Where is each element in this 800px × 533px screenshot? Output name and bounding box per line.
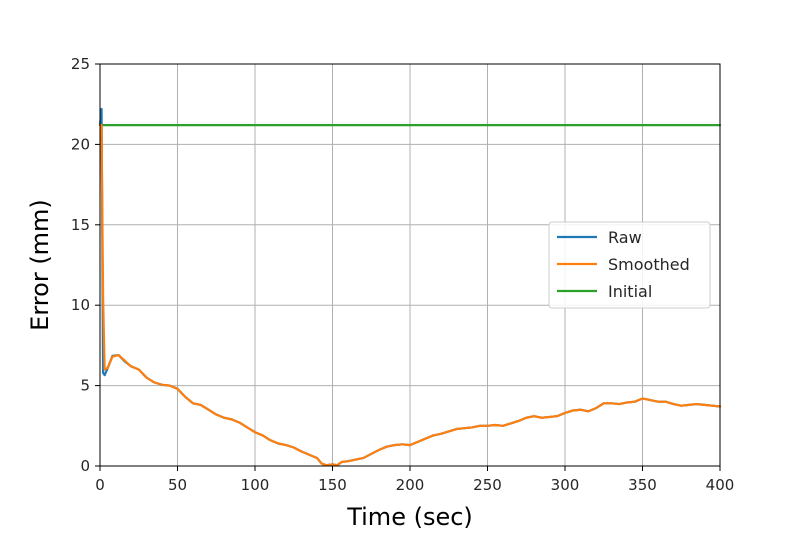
series-line-smoothed: [98, 123, 722, 467]
x-tick-label: 50: [168, 476, 187, 494]
y-tick-label: 20: [71, 135, 90, 153]
x-axis-ticks: 0 50 100 150 200 250 300 350 400: [95, 466, 734, 494]
x-axis-title: Time (sec): [346, 503, 473, 531]
legend-label-raw: Raw: [608, 228, 642, 247]
x-tick-label: 150: [318, 476, 347, 494]
y-axis-ticks: 0 5 10 15 20 25: [71, 55, 100, 475]
x-tick-label: 400: [706, 476, 735, 494]
legend-box: [548, 221, 711, 309]
x-tick-label: 300: [551, 476, 580, 494]
series-lines: [98, 107, 722, 467]
x-tick-label: 200: [396, 476, 425, 494]
x-tick-label: 250: [473, 476, 502, 494]
x-tick-label: 350: [628, 476, 657, 494]
y-tick-label: 15: [71, 216, 90, 234]
legend: Raw Smoothed Initial: [548, 221, 711, 309]
legend-label-initial: Initial: [608, 282, 652, 301]
x-tick-label: 0: [95, 476, 105, 494]
y-tick-label: 0: [80, 457, 90, 475]
y-axis-title: Error (mm): [26, 199, 54, 331]
legend-label-smoothed: Smoothed: [608, 255, 690, 274]
x-tick-label: 100: [241, 476, 270, 494]
y-tick-label: 5: [80, 377, 90, 395]
y-tick-label: 10: [71, 296, 90, 314]
y-tick-label: 25: [71, 55, 90, 73]
